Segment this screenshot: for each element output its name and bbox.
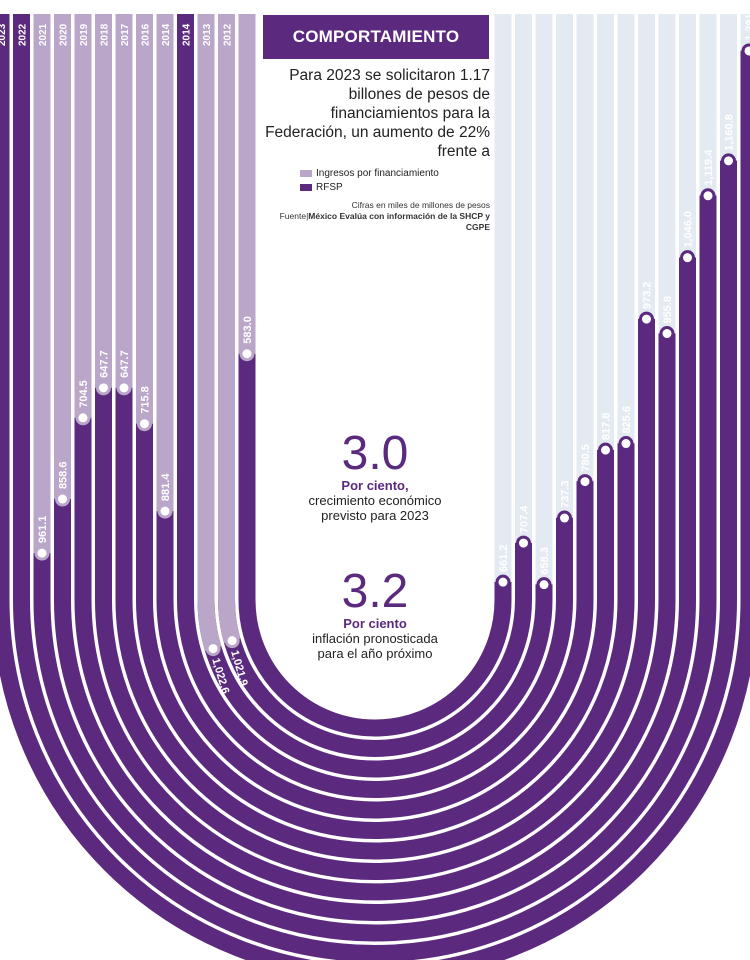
legend: Ingresos por financiamiento RFSP [300, 168, 439, 196]
rfsp-2015-label: 737.3 [560, 480, 572, 508]
ingresos-2013-dot [224, 633, 240, 649]
rfsp-2016-dot [577, 474, 593, 490]
rfsp-2020-dot [659, 326, 675, 342]
source-text: México Evalúa con información de la SHCP… [308, 211, 490, 232]
rfsp-2020-label: 955.8 [662, 296, 674, 324]
rfsp-bar-2014 [197, 14, 553, 778]
year-label-6: 2017 [120, 23, 131, 46]
legend-item-ingresos: Ingresos por financiamiento [300, 168, 439, 179]
rfsp-2022-label: 1,119.4 [703, 149, 715, 186]
year-label-4: 2019 [79, 23, 90, 46]
ingresos-2021-label: 858.6 [58, 462, 70, 490]
chart-labels: 2023 2022 2021 2020 2019 2018 2017 2016 2014 2014… [0, 4, 750, 695]
ingresos-2019-label: 647.7 [99, 350, 111, 378]
source-prefix: Fuente| [279, 211, 309, 221]
rfsp-2017-dot [598, 442, 613, 458]
ingresos-2022-dot [34, 545, 50, 561]
rfsp-bar-2021 [54, 14, 696, 921]
year-label-7: 2016 [141, 23, 152, 46]
year-label-1: 2022 [18, 23, 29, 46]
rfsp-2023-dot [721, 153, 736, 169]
chart-title-box: COMPORTAMIENTO [263, 15, 489, 59]
legend-swatch-rfsp [300, 184, 312, 191]
stat-growth-title: Por ciento, [341, 478, 409, 493]
ingresos-2017-dot [137, 416, 153, 432]
year-label-0: 2023 [0, 23, 8, 46]
ingresos-2020-label: 704.5 [78, 380, 90, 408]
rfsp-bar-2015 [177, 14, 573, 798]
rfsp-bar-2018 [115, 14, 635, 860]
rfsp-bar-2022 [33, 14, 717, 942]
rfsp-bar-2013 [218, 14, 532, 757]
rfsp-2016-label: 780.5 [580, 444, 592, 472]
ingresos-2021-dot [55, 491, 71, 507]
rfsp-2022-dot [700, 188, 716, 204]
ingresos-2020-dot [75, 410, 91, 426]
intro-text: Para 2023 se solicitaron 1.17 billones d… [265, 67, 490, 160]
stat-growth: 3.0 Por ciento, crecimiento económico pr… [262, 427, 488, 524]
stat-inflation-value: 3.2 [341, 565, 409, 618]
ingresos-2012-dot [239, 346, 255, 362]
rfsp-2021-dot [680, 250, 695, 266]
ingresos-2019-dot [96, 380, 112, 396]
rfsp-extra-dot [741, 43, 750, 59]
ingresos-2018-label: 647.7 [119, 350, 131, 378]
stat-inflation-title: Por ciento [343, 616, 407, 631]
year-label-9: 2014 [182, 23, 193, 46]
year-label-8: 2014 [161, 23, 172, 46]
rfsp-bar-2012 [238, 14, 512, 737]
rfsp-2014-dot [536, 577, 552, 593]
rfsp-bar-2019 [95, 14, 655, 880]
source-notes: Cifras en miles de millones de pesos Fue… [268, 200, 490, 233]
rfsp-2012-label: 661.2 [498, 545, 510, 573]
rfsp-bar-extra [0, 14, 750, 960]
ingresos-2014-dot [205, 641, 221, 657]
year-label-11: 2012 [223, 23, 234, 46]
rfsp-bar-2017 [136, 14, 614, 839]
legend-label-ingresos: Ingresos por financiamiento [316, 168, 439, 179]
ingresos-2016-dot [157, 503, 173, 519]
rfsp-bar-2020 [74, 14, 676, 901]
rfsp-bar-2016 [156, 14, 594, 819]
stat-inflation: 3.2 Por ciento inflación pronosticada pa… [262, 565, 488, 662]
rfsp-2014-label: 658.3 [539, 547, 551, 575]
year-label-2: 2021 [38, 23, 49, 46]
stat-inflation-text: inflación pronosticada para el año próxi… [312, 631, 438, 661]
rfsp-2013-label: 707.4 [519, 505, 531, 533]
rfsp-2017-label: 817.8 [601, 413, 613, 441]
rfsp-2023-label: 1,160.8 [724, 114, 736, 151]
rfsp-extra-label: 1,291.1 [744, 4, 750, 41]
ingresos-2016-label: 881.4 [160, 473, 172, 501]
ingresos-2022-label: 961.1 [37, 516, 49, 544]
rfsp-2019-dot [639, 311, 654, 327]
chart-title: COMPORTAMIENTO [292, 27, 460, 46]
ingresos-2018-dot [116, 380, 132, 396]
rfsp-2012-dot [495, 574, 511, 590]
rfsp-2019-label: 973.2 [642, 282, 654, 310]
year-label-3: 2020 [59, 23, 70, 46]
rfsp-2018-dot [618, 436, 634, 452]
year-label-10: 2013 [202, 23, 213, 46]
rfsp-2018-label: 825.6 [621, 406, 633, 434]
legend-swatch-ingresos [300, 170, 312, 177]
rfsp-2021-label: 1,046.0 [683, 211, 695, 248]
chart-series [0, 14, 750, 960]
stat-growth-text: crecimiento económico previsto para 2023 [308, 493, 442, 523]
year-label-5: 2018 [100, 23, 111, 46]
units-note: Cifras en miles de millones de pesos [351, 200, 490, 210]
source-note: Fuente|México Evalúa con información de … [268, 211, 490, 233]
rfsp-2013-dot [516, 535, 531, 551]
legend-item-rfsp: RFSP [300, 182, 439, 193]
rfsp-bar-2023 [12, 14, 737, 960]
ingresos-2017-label: 715.8 [140, 386, 152, 414]
rfsp-2015-dot [557, 510, 572, 526]
ingresos-2012-label: 583.0 [242, 316, 254, 344]
legend-label-rfsp: RFSP [316, 182, 343, 193]
stat-growth-value: 3.0 [341, 427, 409, 480]
